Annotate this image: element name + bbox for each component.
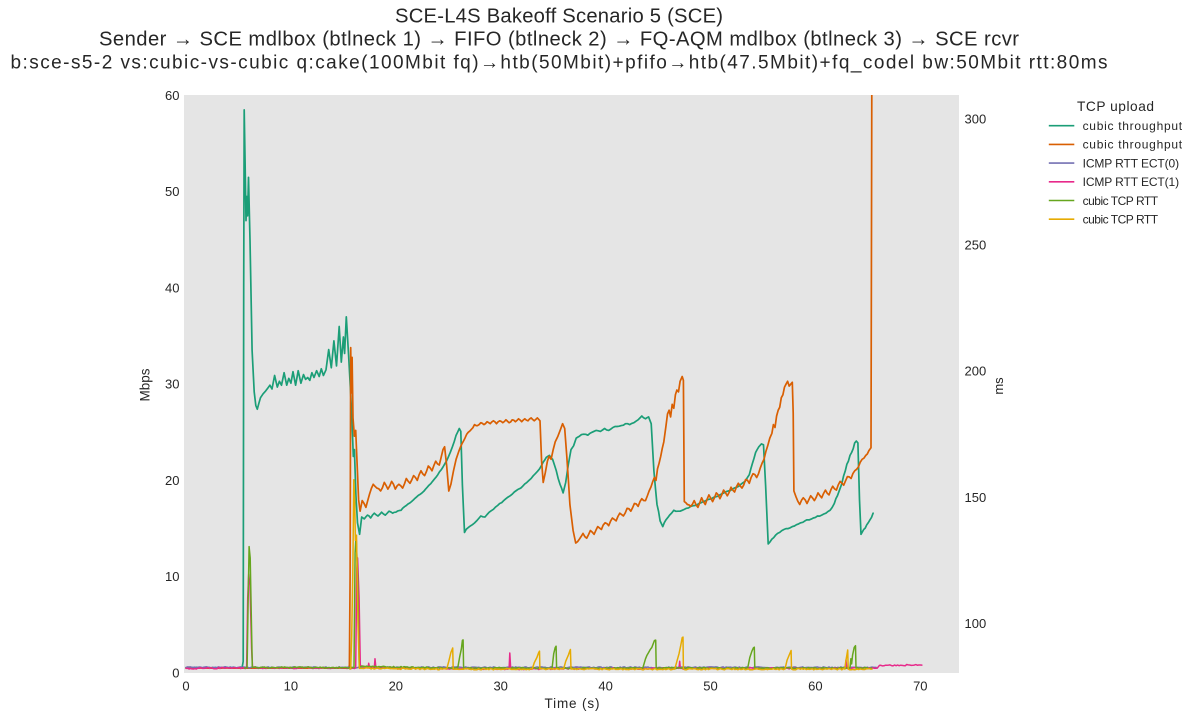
svg-text:50: 50: [703, 679, 717, 694]
svg-text:20: 20: [389, 679, 403, 694]
svg-text:150: 150: [965, 490, 987, 505]
svg-text:20: 20: [165, 473, 179, 488]
svg-text:SCE-L4S Bakeoff Scenario 5 (SC: SCE-L4S Bakeoff Scenario 5 (SCE): [395, 6, 723, 28]
svg-text:cubic TCP RTT: cubic TCP RTT: [1083, 194, 1159, 208]
svg-text:cubic throughput: cubic throughput: [1083, 119, 1183, 133]
svg-text:40: 40: [598, 679, 612, 694]
svg-text:200: 200: [965, 364, 987, 379]
svg-text:30: 30: [165, 377, 179, 392]
svg-text:70: 70: [913, 679, 927, 694]
svg-text:0: 0: [182, 679, 189, 694]
svg-text:250: 250: [965, 238, 987, 253]
svg-text:40: 40: [165, 280, 179, 295]
svg-text:TCP upload: TCP upload: [1077, 99, 1154, 114]
svg-text:100: 100: [965, 616, 987, 631]
svg-text:60: 60: [165, 88, 179, 103]
svg-text:300: 300: [965, 112, 987, 127]
svg-text:ICMP RTT ECT(1): ICMP RTT ECT(1): [1083, 175, 1180, 189]
svg-text:Sender → SCE mdlbox (btlneck 1: Sender → SCE mdlbox (btlneck 1) → FIFO (…: [99, 28, 1019, 50]
svg-text:10: 10: [165, 569, 179, 584]
svg-text:50: 50: [165, 184, 179, 199]
svg-text:cubic throughput: cubic throughput: [1083, 138, 1183, 152]
svg-text:60: 60: [808, 679, 822, 694]
svg-text:cubic TCP RTT: cubic TCP RTT: [1083, 213, 1159, 227]
svg-text:ms: ms: [991, 377, 1006, 395]
svg-text:10: 10: [284, 679, 298, 694]
svg-text:0: 0: [172, 665, 179, 680]
svg-text:ICMP RTT ECT(0): ICMP RTT ECT(0): [1083, 156, 1180, 170]
svg-text:b:sce-s5-2 vs:cubic-vs-cubic q: b:sce-s5-2 vs:cubic-vs-cubic q:cake(100M…: [11, 53, 1108, 74]
svg-text:Mbps: Mbps: [138, 368, 153, 401]
svg-text:30: 30: [493, 679, 507, 694]
svg-text:Time (s): Time (s): [545, 696, 600, 711]
